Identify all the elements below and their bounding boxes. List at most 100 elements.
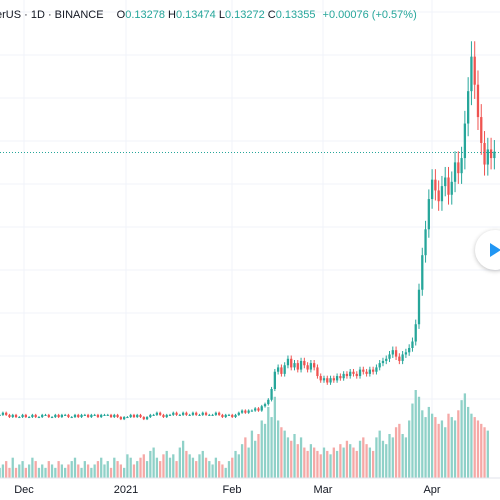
- volume-bar: [476, 420, 480, 478]
- x-axis-label-apr: Apr: [423, 484, 441, 496]
- candle: [404, 352, 408, 355]
- candle: [204, 412, 208, 415]
- candle: [103, 414, 106, 416]
- volume-bar: [18, 464, 21, 478]
- volume-bar: [27, 464, 31, 478]
- candle: [303, 360, 306, 366]
- volume-bar: [70, 461, 73, 478]
- volume-bar: [86, 464, 90, 478]
- volume-bar: [122, 467, 126, 478]
- volume-bar: [73, 457, 77, 478]
- candle: [267, 399, 270, 405]
- candle: [299, 360, 303, 370]
- volume-bar: [447, 413, 450, 478]
- volume-bar: [50, 464, 54, 478]
- volume-bar: [188, 454, 191, 478]
- volume-bar: [467, 406, 470, 478]
- volume-bar: [276, 420, 280, 478]
- high-label: H: [168, 9, 176, 21]
- symbol-title[interactable]: erUS · 1D · BINANCE: [0, 9, 104, 21]
- volume-bar: [424, 417, 427, 478]
- candle: [378, 363, 381, 368]
- candle: [371, 369, 375, 372]
- candle: [211, 414, 214, 416]
- candle: [221, 414, 224, 418]
- volume-bar: [47, 461, 50, 478]
- volume-bar: [437, 423, 440, 478]
- candle: [276, 367, 280, 372]
- volume-bar: [273, 396, 276, 478]
- candle: [126, 417, 129, 419]
- volume-bar: [159, 461, 162, 478]
- volume-bar: [486, 430, 489, 478]
- candle: [257, 408, 260, 411]
- volume-bar: [126, 454, 129, 478]
- candle: [175, 412, 178, 415]
- candle: [77, 414, 80, 418]
- candle: [480, 117, 483, 143]
- volume-bar: [90, 467, 93, 478]
- volume-bar: [64, 467, 67, 478]
- volume-bar: [444, 427, 447, 478]
- volume-bar: [375, 437, 378, 478]
- volume-bar: [280, 427, 283, 478]
- candle: [486, 149, 489, 165]
- candle: [329, 378, 332, 383]
- candle: [100, 414, 103, 418]
- candle: [493, 151, 496, 159]
- candle: [73, 414, 77, 418]
- volume-bar: [329, 454, 332, 478]
- volume-bar: [204, 457, 208, 478]
- scroll-to-realtime-button[interactable]: [475, 230, 500, 270]
- volume-bar: [67, 464, 70, 478]
- candle: [136, 414, 139, 418]
- volume-bar: [319, 454, 322, 478]
- candle: [231, 414, 234, 418]
- low-label: L: [218, 9, 225, 21]
- candle: [41, 414, 44, 418]
- candle: [159, 412, 162, 415]
- volume-bar: [358, 440, 362, 478]
- candle: [306, 365, 309, 370]
- volume-bar: [100, 457, 103, 478]
- volume-bar: [250, 430, 254, 478]
- close-label: C: [267, 9, 276, 21]
- candle: [96, 414, 100, 418]
- candle: [244, 410, 247, 413]
- volume-bar: [172, 454, 175, 478]
- candle: [427, 199, 430, 230]
- candle: [139, 414, 142, 418]
- volume-bar: [270, 417, 273, 478]
- volume-bar: [77, 464, 80, 478]
- volume-bar: [191, 457, 195, 478]
- candle: [398, 356, 401, 361]
- volume-bar: [244, 437, 247, 478]
- candle: [434, 179, 437, 191]
- volume-bar: [240, 444, 244, 478]
- candle: [109, 414, 113, 418]
- candle: [440, 186, 444, 202]
- candle: [375, 367, 378, 372]
- volume-bar: [450, 417, 453, 478]
- volume-bar: [129, 457, 132, 478]
- volume-bar: [398, 423, 401, 478]
- candle: [152, 414, 155, 416]
- volume-bar: [234, 450, 237, 478]
- candle: [273, 371, 276, 389]
- volume-bar: [303, 447, 306, 478]
- ohlc-values: O0.13278 H0.13474 L0.13272 C0.13355: [117, 7, 316, 23]
- volume-bar: [460, 400, 463, 478]
- candle: [37, 417, 41, 419]
- volume-bar: [214, 457, 218, 478]
- candle: [80, 414, 83, 418]
- candle: [362, 369, 365, 372]
- candle: [227, 414, 231, 416]
- candle: [181, 412, 185, 415]
- volume-bar: [165, 450, 168, 478]
- candle: [106, 414, 109, 416]
- candle: [54, 414, 57, 418]
- x-axis-label-mar: Mar: [313, 484, 333, 496]
- volume-bar: [434, 417, 437, 478]
